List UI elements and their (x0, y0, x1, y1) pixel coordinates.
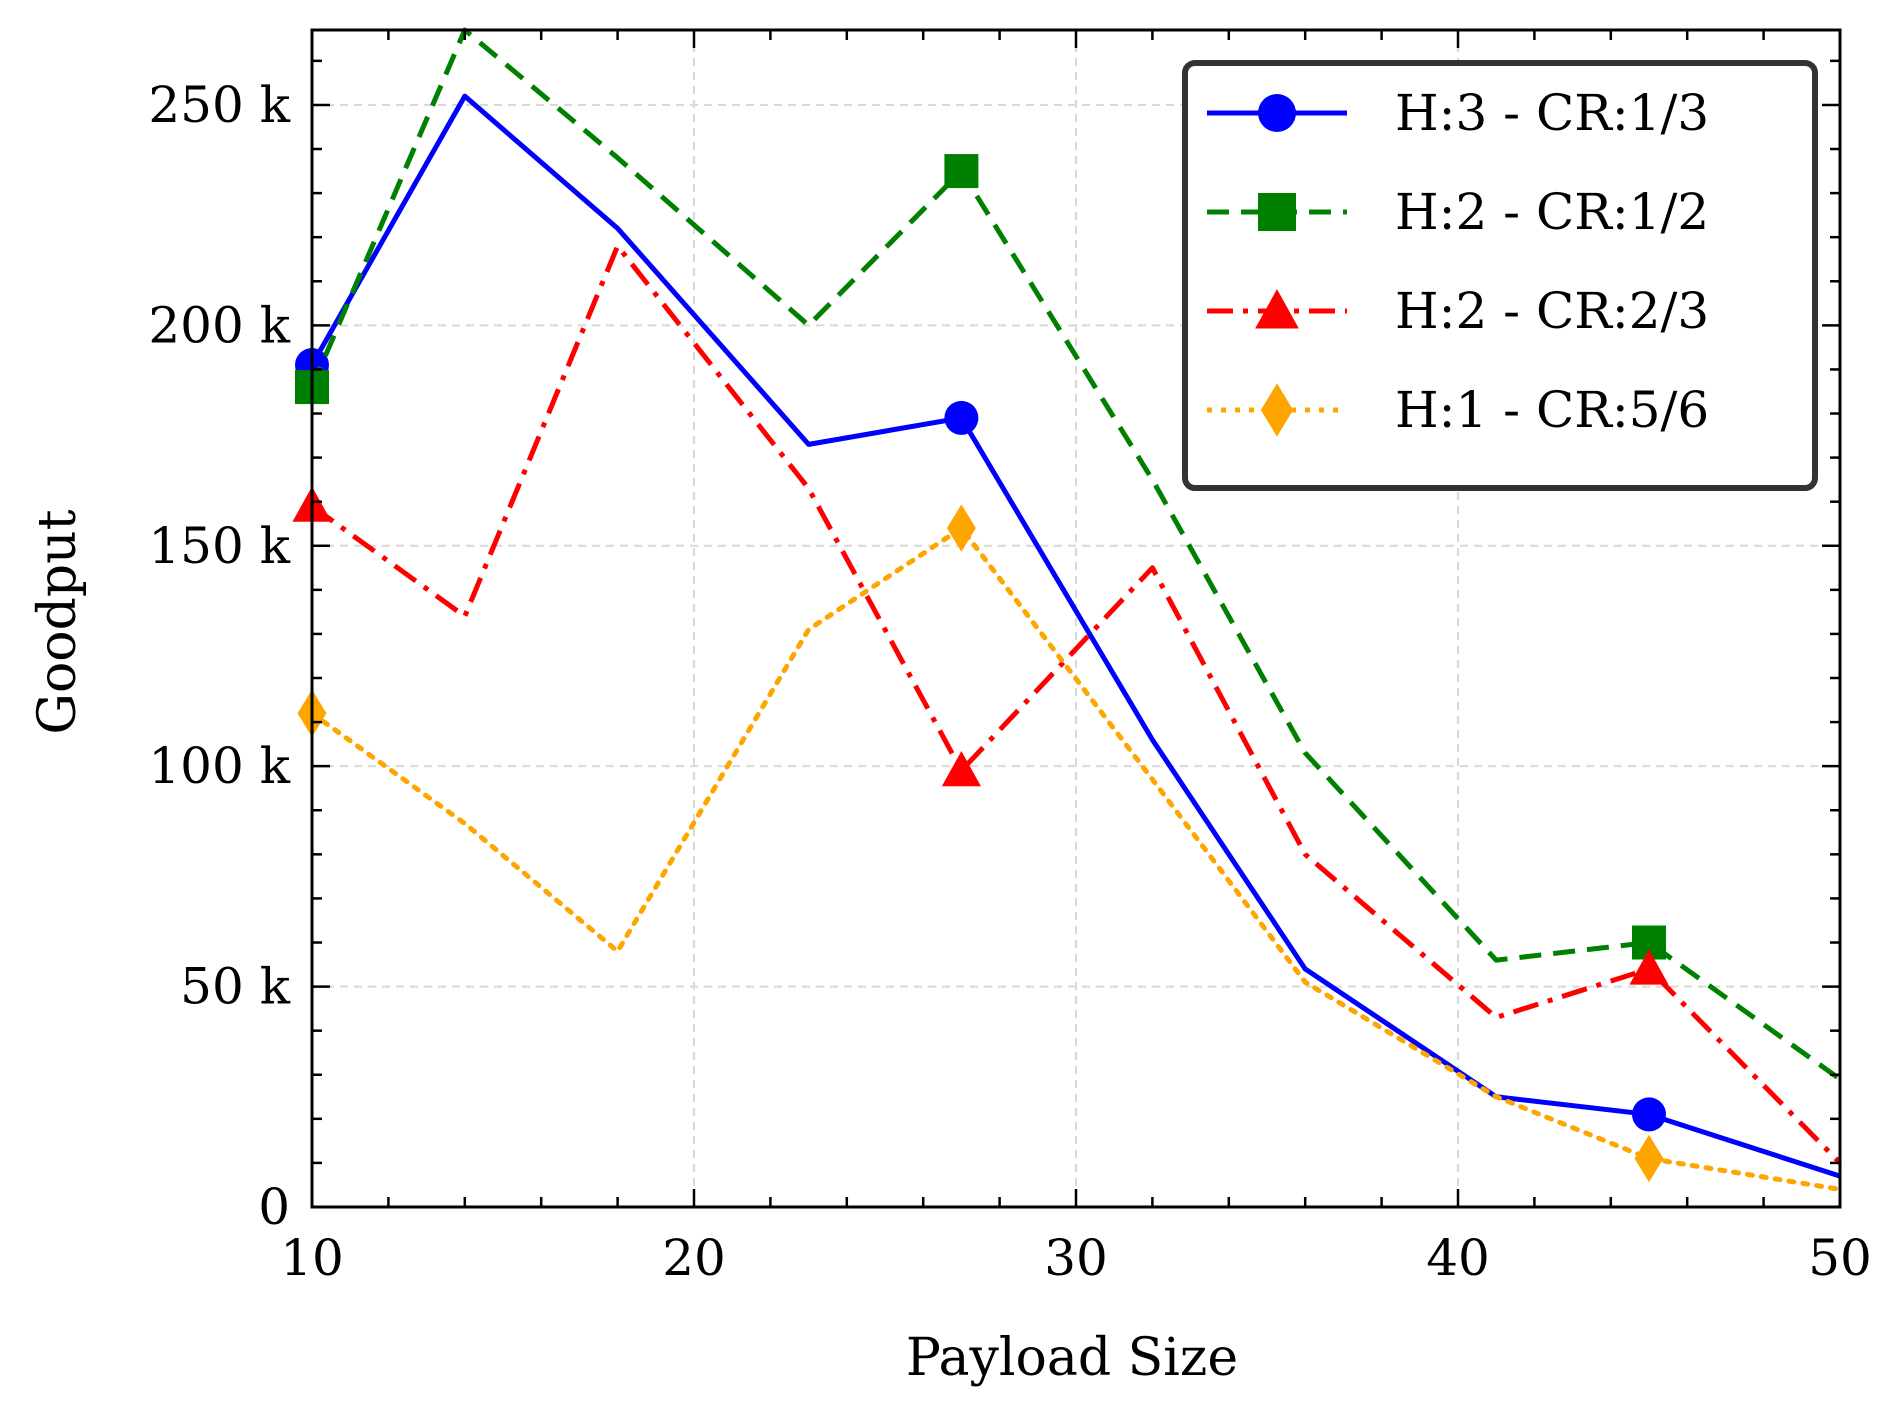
data-point-marker (1258, 94, 1296, 132)
legend-label: H:2 - CR:1/2 (1395, 183, 1709, 241)
legend-entry: H:2 - CR:1/2 (1207, 183, 1709, 241)
data-point-marker (1255, 289, 1299, 329)
legend-label: H:1 - CR:5/6 (1395, 381, 1709, 439)
series-line (309, 525, 1843, 1192)
data-point-marker (944, 400, 979, 435)
x-tick-label: 10 (280, 1229, 344, 1287)
series-line (309, 93, 1841, 1179)
legend-box (1182, 60, 1818, 491)
legend-entry: H:2 - CR:2/3 (1207, 282, 1709, 340)
axes-layer (310, 28, 1842, 1209)
data-point-marker (1629, 949, 1669, 985)
tick-labels: 10 20 30 40 50 0 50 k 100 k 150 k 200 k 250 k (148, 76, 1871, 1287)
x-axis-label: Payload Size (906, 1328, 1238, 1388)
data-point-marker (944, 154, 979, 189)
legend-label: H:2 - CR:2/3 (1395, 282, 1709, 340)
x-tick-label: 50 (1808, 1229, 1872, 1287)
data-point-marker (941, 751, 981, 787)
y-tick-label: 0 (258, 1178, 290, 1236)
data-point-marker (1260, 383, 1294, 437)
y-axis-label: Goodput (28, 509, 88, 734)
legend-entry: H:3 - CR:1/3 (1207, 84, 1709, 142)
legend: H:3 - CR:1/3 H:2 - CR:1/2 H:2 - CR:2/3 H:1 … (1182, 60, 1818, 491)
data-point-marker (1258, 193, 1296, 231)
series-line (310, 243, 1842, 1165)
legend-label: H:3 - CR:1/3 (1395, 84, 1709, 142)
x-tick-label: 20 (662, 1229, 726, 1287)
y-tick-label: 50 k (180, 958, 291, 1016)
series-2 (295, 27, 1842, 1082)
data-point-marker (1634, 1134, 1664, 1183)
y-tick-label: 250 k (148, 76, 290, 134)
data-point-marker (946, 504, 976, 552)
y-tick-label: 200 k (148, 296, 290, 354)
x-tick-label: 40 (1426, 1229, 1490, 1287)
series-line (309, 27, 1842, 1082)
data-point-marker (1632, 1097, 1666, 1132)
x-tick-label: 30 (1044, 1229, 1108, 1287)
y-tick-label: 100 k (148, 737, 290, 795)
legend-entry: H:1 - CR:5/6 (1207, 381, 1709, 439)
series-4 (297, 504, 1843, 1192)
y-tick-label: 150 k (148, 517, 290, 575)
